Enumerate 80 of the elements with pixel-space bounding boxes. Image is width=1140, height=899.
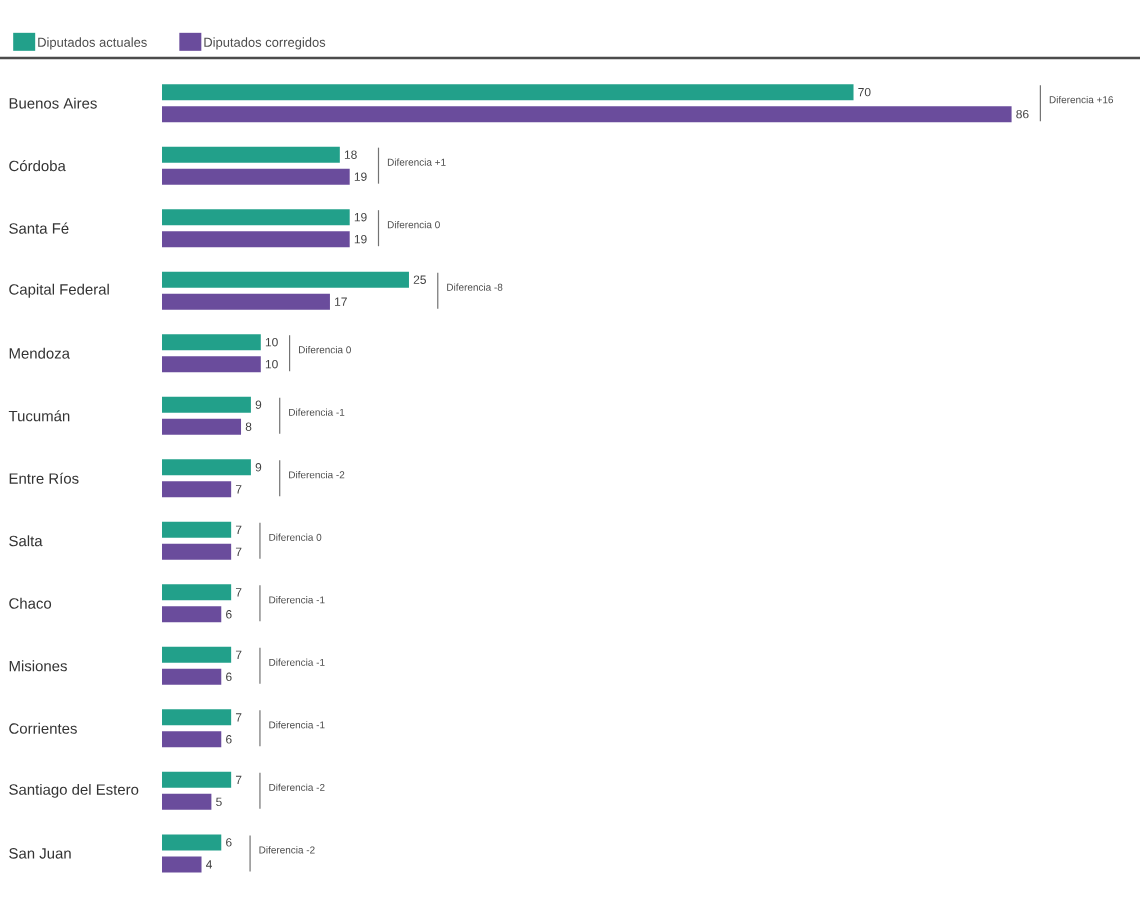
bar [162,168,350,185]
legend-label: Diputados corregidos [204,37,326,50]
annotation: Diferencia -2 [259,846,315,854]
annotation: Diferencia -1 [269,721,325,729]
data-label: 5 [216,797,222,807]
annotation: Diferencia 0 [299,346,351,354]
data-label: 7 [235,650,242,659]
y-tick-label: Buenos Aires [9,97,97,109]
y-tick-label: Salta [9,535,43,547]
bar [162,481,232,498]
annotation: Diferencia 0 [387,220,440,229]
data-label: 7 [235,588,242,597]
annotation: Diferencia -1 [289,408,345,416]
bar [162,521,232,538]
y-tick-label: Entre Ríos [9,472,79,484]
data-label: 7 [235,485,242,494]
data-label: 6 [226,610,232,619]
y-tick-label: Santa Fé [9,222,69,234]
bar [162,606,222,623]
bar [162,271,409,288]
bar [162,731,222,748]
data-label: 6 [226,735,232,744]
y-tick-label: Corrientes [9,722,77,734]
bar [162,146,340,163]
y-tick-label: Capital Federal [9,283,109,298]
data-label: 17 [335,297,347,306]
y-tick-label: Chaco [9,597,52,609]
y-tick-label: Mendoza [9,347,70,359]
y-tick-label: Tucumán [8,410,70,422]
data-label: 19 [354,212,367,222]
data-label: 9 [255,463,262,472]
data-label: 9 [255,400,262,409]
bar [162,418,242,435]
bar [162,771,232,788]
bar [162,356,261,373]
bar [162,293,330,310]
data-label: 6 [226,838,232,847]
y-tick-label: Misiones [9,660,67,672]
bar [162,543,232,560]
data-label: 10 [265,338,278,347]
bar [162,106,1012,123]
annotation: Diferencia -8 [447,283,503,291]
data-label: 19 [354,172,367,181]
bar [162,668,222,685]
bar [162,84,854,101]
bar [162,209,350,226]
data-label: 10 [265,360,278,369]
bar [162,709,232,726]
annotation: Diferencia +16 [1049,95,1114,104]
data-label: 70 [858,87,871,97]
data-label: 6 [226,672,232,682]
bar [162,834,222,851]
annotation: Diferencia -2 [269,783,325,791]
data-label: 7 [235,713,242,722]
annotation: Diferencia -1 [269,596,325,604]
data-label: 18 [344,150,357,159]
y-tick-label: Santiago del Estero [9,783,139,798]
annotation: Diferencia 0 [269,533,322,541]
data-label: 86 [1016,109,1029,119]
bar [162,231,350,248]
data-label: 25 [413,275,426,284]
bar [162,396,251,413]
bar [162,459,251,476]
bar [162,584,232,601]
data-label: 4 [206,860,213,869]
bar [162,334,261,351]
data-label: 8 [245,422,252,431]
data-label: 19 [354,234,367,244]
y-tick-label: San Juan [9,848,71,859]
bar [162,856,202,873]
annotation: Diferencia -2 [289,471,345,479]
annotation: Diferencia -1 [269,658,325,666]
data-label: 7 [235,547,242,556]
legend-label: Diputados actuales [38,37,147,50]
data-label: 7 [235,775,242,784]
data-label: 7 [235,525,242,534]
annotation: Diferencia +1 [387,158,446,166]
bar [162,793,212,810]
bar [162,646,232,663]
y-tick-label: Córdoba [9,160,66,172]
